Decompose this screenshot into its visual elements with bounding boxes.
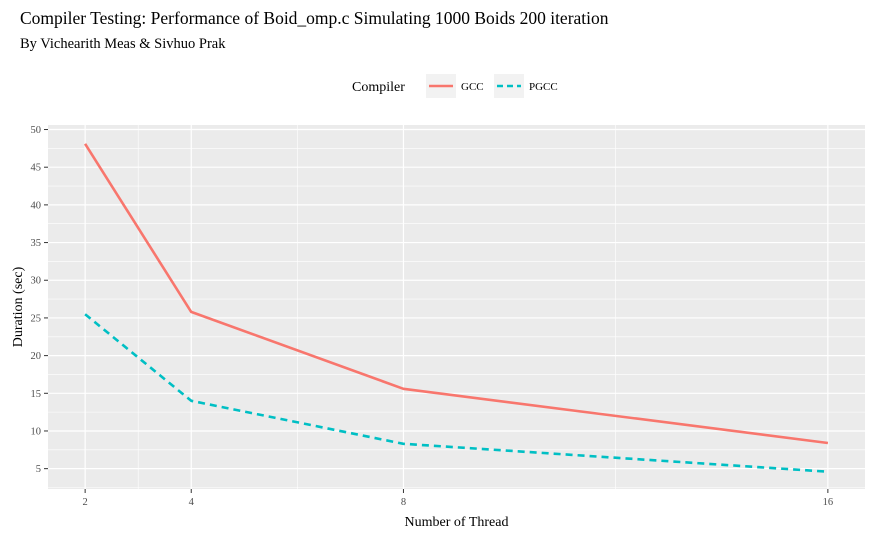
legend-label-pgcc: PGCC — [529, 81, 558, 93]
y-tick-label: 50 — [31, 125, 42, 136]
y-tick-label: 20 — [31, 351, 42, 362]
x-axis-title: Number of Thread — [405, 515, 509, 530]
x-tick-label: 2 — [83, 497, 88, 508]
minor-gridlines — [48, 125, 865, 489]
x-tick-label: 8 — [401, 497, 406, 508]
series-line-gcc — [84, 143, 829, 445]
plot-panel — [48, 125, 865, 489]
y-tick-label: 30 — [31, 276, 42, 287]
y-tick-label: 35 — [31, 238, 42, 249]
y-tick-label: 10 — [31, 426, 42, 437]
y-axis-title: Duration (sec) — [11, 266, 26, 347]
series-lines — [84, 143, 829, 473]
y-axis: 5 10 15 20 25 30 35 40 45 50 — [31, 125, 48, 475]
y-tick-label: 5 — [36, 464, 41, 475]
legend-label-gcc: GCC — [461, 81, 484, 93]
y-tick-label: 15 — [31, 389, 42, 400]
chart-subtitle: By Vichearith Meas & Sivhuo Prak — [20, 36, 226, 52]
series-line-pgcc — [84, 313, 828, 473]
x-tick-label: 4 — [189, 497, 195, 508]
chart-title: Compiler Testing: Performance of Boid_om… — [20, 8, 609, 28]
legend-title: Compiler — [352, 80, 405, 95]
y-tick-label: 45 — [31, 163, 42, 174]
y-tick-label: 25 — [31, 313, 42, 324]
legend: Compiler GCC PGCC — [352, 74, 558, 98]
y-tick-label: 40 — [31, 200, 42, 211]
x-tick-label: 16 — [823, 497, 834, 508]
x-axis: 2 4 8 16 — [83, 489, 834, 508]
